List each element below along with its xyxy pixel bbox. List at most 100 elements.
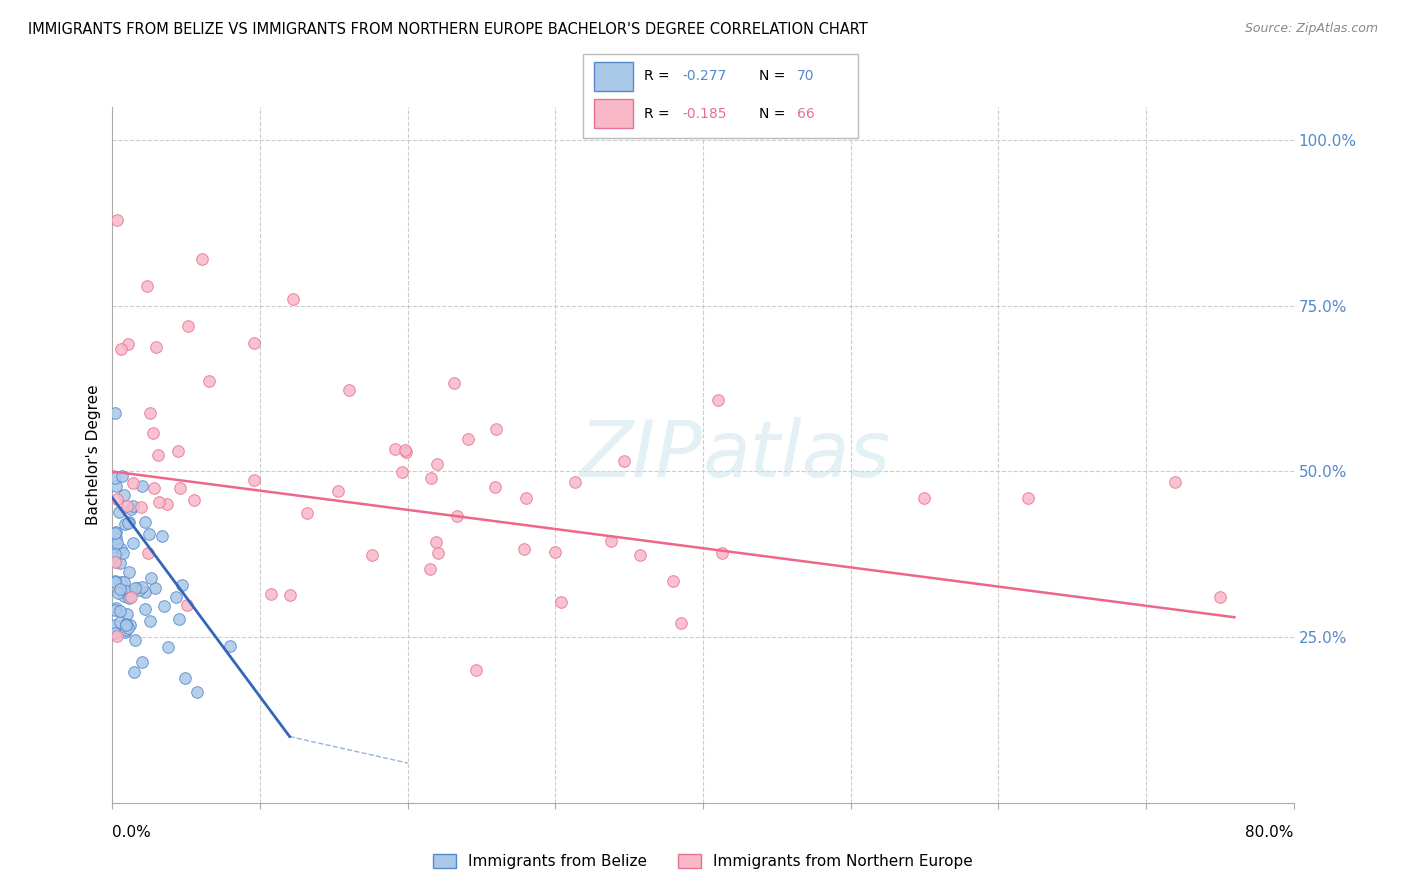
Point — [105, 536, 128, 550]
Point — [564, 475, 586, 490]
Point — [104, 618, 127, 632]
Point — [105, 524, 128, 539]
Point — [115, 618, 138, 632]
Point — [104, 406, 127, 420]
Point — [112, 589, 135, 603]
Point — [104, 540, 127, 554]
Point — [465, 664, 488, 678]
Point — [1164, 475, 1187, 490]
Point — [191, 252, 214, 267]
Point — [259, 587, 281, 601]
Point — [669, 615, 692, 630]
Point — [425, 534, 447, 549]
Y-axis label: Bachelor's Degree: Bachelor's Degree — [86, 384, 101, 525]
Point — [118, 515, 141, 529]
Point — [112, 575, 135, 590]
Text: N =: N = — [759, 107, 790, 120]
Point — [326, 484, 349, 499]
Point — [127, 581, 149, 595]
Point — [114, 517, 136, 532]
Point — [124, 581, 146, 595]
Point — [120, 591, 142, 605]
Point — [394, 442, 416, 457]
Point — [420, 471, 443, 485]
Point — [104, 554, 127, 568]
Text: -0.277: -0.277 — [682, 70, 727, 83]
Point — [134, 585, 156, 599]
Point — [156, 497, 179, 511]
Point — [122, 500, 145, 514]
Point — [360, 548, 382, 562]
Point — [104, 471, 127, 485]
Point — [419, 562, 441, 576]
Point — [662, 574, 685, 589]
Point — [108, 582, 131, 596]
Point — [105, 491, 128, 506]
Text: 0.0%: 0.0% — [112, 825, 152, 840]
Point — [167, 612, 190, 626]
Point — [105, 601, 128, 615]
Point — [457, 432, 479, 446]
Point — [613, 454, 636, 468]
Point — [104, 603, 127, 617]
Point — [122, 535, 145, 549]
Point — [281, 293, 304, 307]
Point — [112, 487, 135, 501]
Point — [134, 602, 156, 616]
Point — [183, 493, 205, 508]
Point — [117, 337, 139, 351]
Point — [600, 533, 623, 548]
Point — [124, 633, 146, 648]
FancyBboxPatch shape — [595, 99, 633, 128]
Point — [135, 279, 157, 293]
Point — [384, 442, 406, 457]
Point — [169, 481, 191, 495]
Point — [443, 376, 465, 390]
Point — [165, 590, 187, 604]
Point — [150, 529, 173, 543]
Text: Source: ZipAtlas.com: Source: ZipAtlas.com — [1244, 22, 1378, 36]
Point — [131, 655, 153, 669]
Point — [134, 515, 156, 529]
Point — [111, 546, 134, 560]
Point — [114, 617, 136, 632]
Text: 66: 66 — [797, 107, 815, 120]
Point — [628, 548, 651, 562]
Point — [117, 516, 139, 530]
Point — [105, 212, 128, 227]
Point — [243, 473, 266, 487]
Point — [104, 574, 127, 588]
Point — [166, 444, 188, 458]
Point — [297, 506, 319, 520]
Point — [104, 625, 127, 640]
Point — [152, 599, 174, 613]
Point — [395, 445, 418, 459]
Point — [110, 469, 132, 483]
Point — [142, 481, 165, 495]
Point — [117, 621, 139, 635]
Point — [142, 426, 165, 441]
Point — [104, 526, 127, 541]
Point — [1208, 590, 1232, 604]
Point — [105, 629, 128, 643]
Point — [186, 685, 208, 699]
Point — [243, 335, 266, 350]
Point — [138, 527, 160, 541]
Point — [128, 583, 150, 598]
Point — [138, 406, 160, 420]
Point — [148, 494, 170, 508]
Point — [108, 505, 131, 519]
Point — [114, 624, 136, 639]
Point — [121, 475, 143, 490]
Point — [146, 449, 169, 463]
Point — [115, 607, 138, 622]
Point — [131, 581, 153, 595]
Text: 70: 70 — [797, 70, 815, 83]
Point — [120, 501, 142, 516]
Point — [104, 479, 127, 493]
Point — [136, 546, 159, 560]
Point — [104, 547, 127, 561]
Point — [513, 542, 536, 557]
Point — [484, 480, 506, 494]
Point — [177, 318, 200, 333]
